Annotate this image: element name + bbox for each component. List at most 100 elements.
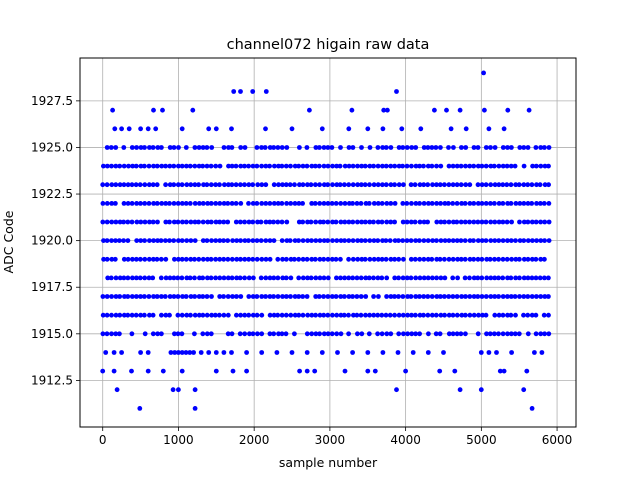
data-point: [429, 145, 435, 150]
data-point: [117, 238, 122, 244]
data-point: [375, 238, 381, 244]
data-point: [346, 219, 352, 225]
data-point: [200, 219, 206, 225]
data-point: [521, 238, 527, 244]
data-point: [334, 163, 339, 169]
data-point: [479, 238, 485, 244]
data-point: [147, 219, 152, 225]
data-point: [192, 331, 197, 337]
data-point: [500, 219, 506, 225]
data-point: [505, 145, 510, 150]
data-point: [145, 368, 151, 374]
data-point: [309, 238, 314, 244]
data-point: [517, 219, 522, 225]
data-point: [430, 275, 435, 281]
data-point: [542, 331, 547, 337]
data-point: [100, 182, 106, 188]
data-point: [288, 275, 294, 281]
data-point: [159, 294, 164, 299]
data-point: [187, 201, 193, 206]
data-point: [365, 350, 371, 355]
data-point: [372, 368, 378, 374]
data-point: [530, 163, 535, 169]
data-point: [111, 350, 117, 355]
data-point: [325, 238, 331, 244]
data-point: [446, 238, 452, 244]
data-point: [338, 219, 344, 225]
data-point: [513, 256, 519, 262]
data-point: [259, 201, 265, 206]
data-point: [513, 312, 518, 318]
data-point: [267, 163, 272, 169]
data-point: [451, 145, 456, 150]
data-point: [213, 182, 219, 188]
data-point: [366, 331, 372, 337]
data-point: [151, 256, 156, 262]
data-point: [376, 294, 381, 299]
data-point: [225, 201, 231, 206]
data-point: [537, 275, 543, 281]
data-point: [446, 312, 452, 318]
data-point: [254, 294, 260, 299]
data-point: [467, 182, 473, 188]
data-point: [375, 312, 381, 318]
data-point: [417, 201, 422, 206]
data-point: [388, 182, 394, 188]
data-point: [151, 238, 157, 244]
data-point: [492, 275, 498, 281]
data-point: [371, 182, 377, 188]
data-point: [450, 294, 456, 299]
data-point: [425, 294, 431, 299]
data-point: [475, 294, 481, 299]
data-point: [238, 163, 244, 169]
data-point: [151, 201, 157, 206]
data-point: [179, 275, 185, 281]
data-point: [204, 145, 210, 150]
y-tick-label: 1927.5: [31, 94, 73, 108]
data-point: [204, 182, 210, 188]
data-point: [500, 312, 506, 318]
data-point: [167, 145, 173, 150]
data-point: [487, 256, 493, 262]
data-point: [359, 145, 364, 150]
data-point: [229, 331, 235, 337]
data-point: [542, 163, 548, 169]
data-point: [496, 275, 501, 281]
data-point: [151, 163, 156, 169]
data-point: [533, 312, 539, 318]
data-point: [517, 294, 522, 299]
data-point: [138, 219, 144, 225]
data-point: [213, 256, 219, 262]
data-point: [121, 163, 127, 169]
data-point: [401, 256, 406, 262]
data-point: [475, 182, 481, 188]
data-point: [126, 126, 132, 132]
data-point: [488, 182, 494, 188]
data-point: [192, 256, 197, 262]
data-point: [113, 219, 119, 225]
data-point: [313, 331, 319, 337]
data-point: [500, 275, 506, 281]
data-point: [371, 163, 376, 169]
data-point: [271, 312, 277, 318]
data-point: [113, 163, 119, 169]
data-point: [175, 182, 181, 188]
data-point: [109, 256, 115, 262]
data-point: [242, 145, 248, 150]
data-point: [396, 294, 401, 299]
data-point: [404, 163, 410, 169]
data-point: [238, 145, 244, 150]
data-point: [325, 294, 331, 299]
data-point: [297, 182, 302, 188]
data-point: [171, 163, 177, 169]
data-point: [379, 256, 385, 262]
data-point: [283, 275, 289, 281]
y-axis-label: ADC Code: [1, 210, 16, 273]
data-point: [147, 312, 152, 318]
data-point: [525, 145, 531, 150]
data-point: [284, 219, 290, 225]
data-point: [138, 256, 143, 262]
data-point: [279, 238, 285, 244]
data-point: [112, 126, 118, 132]
data-point: [467, 238, 473, 244]
